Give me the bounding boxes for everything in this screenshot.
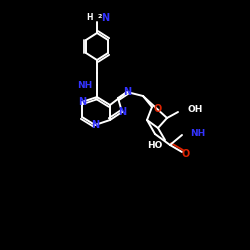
Text: N: N bbox=[78, 97, 86, 107]
Text: NH: NH bbox=[190, 128, 205, 138]
Text: H: H bbox=[86, 12, 93, 22]
Text: HO: HO bbox=[146, 140, 162, 149]
Text: NH: NH bbox=[77, 80, 92, 90]
Text: 2: 2 bbox=[98, 14, 102, 20]
Text: N: N bbox=[101, 13, 109, 23]
Text: OH: OH bbox=[188, 106, 204, 114]
Text: N: N bbox=[123, 87, 131, 97]
Text: O: O bbox=[182, 149, 190, 159]
Text: N: N bbox=[91, 120, 99, 130]
Text: O: O bbox=[154, 104, 162, 114]
Text: N: N bbox=[118, 107, 126, 117]
